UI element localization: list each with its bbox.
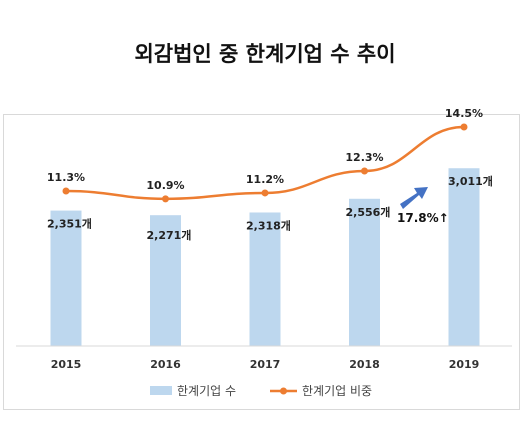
bar-2017 [249, 212, 281, 346]
chart-frame [3, 114, 520, 410]
bar-value-label: 2,556개 [346, 205, 391, 219]
bar-value-label: 3,011개 [448, 174, 493, 188]
ratio-point [261, 189, 269, 197]
ratio-value-label: 11.2% [246, 173, 284, 186]
ratio-line [65, 125, 465, 201]
ratio-point [361, 167, 368, 175]
x-tick-label: 2017 [250, 358, 281, 371]
legend-line-marker [280, 387, 287, 395]
x-tick-label: 2019 [449, 358, 480, 371]
legend-line-label: 한계기업 비중 [302, 384, 372, 398]
bar-2019 [448, 168, 480, 346]
bar-2018 [349, 198, 380, 346]
growth-annotation: 17.8%↑ [397, 211, 449, 225]
ratio-point [62, 187, 70, 195]
ratio-point [460, 123, 468, 131]
ratio-value-label: 10.9% [146, 179, 184, 192]
bar-value-label: 2,351개 [47, 217, 92, 231]
ratio-value-label: 12.3% [345, 151, 383, 164]
legend: 한계기업 수 한계기업 비중 [150, 384, 372, 398]
ratio-point [162, 195, 169, 203]
bar-value-label: 2,271개 [147, 228, 192, 242]
ratio-value-label: 14.5% [445, 107, 483, 120]
x-tick-label: 2018 [349, 358, 380, 371]
growth-arrow-icon [400, 187, 428, 209]
chart-title: 외감법인 중 한계기업 수 추이 [134, 42, 396, 66]
bar-2015 [50, 210, 82, 346]
x-tick-label: 2016 [150, 358, 181, 371]
ratio-value-label: 11.3% [47, 171, 85, 184]
legend-bar-swatch [150, 386, 172, 395]
x-tick-label: 2015 [51, 358, 82, 371]
bar-2016 [150, 215, 181, 346]
legend-bar-label: 한계기업 수 [177, 384, 236, 398]
bar-value-label: 2,318개 [246, 218, 291, 232]
